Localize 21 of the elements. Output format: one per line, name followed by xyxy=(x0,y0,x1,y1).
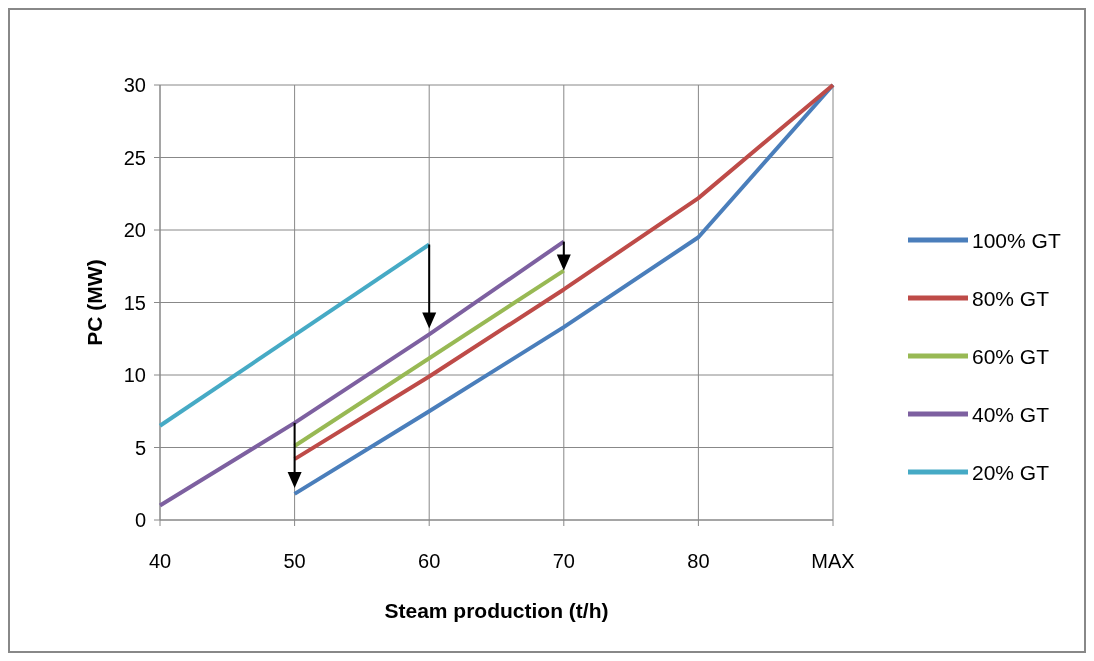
x-tick-label: 60 xyxy=(418,550,441,572)
x-tick-label: 70 xyxy=(552,550,575,572)
y-tick-label: 30 xyxy=(123,74,146,96)
legend-label: 80% GT xyxy=(972,287,1050,310)
y-tick-label: 10 xyxy=(123,364,146,386)
y-tick-label: 25 xyxy=(123,146,146,169)
x-axis-title: Steam production (t/h) xyxy=(384,599,609,622)
x-tick-label: 50 xyxy=(283,550,306,572)
y-tick-label: 20 xyxy=(123,219,146,241)
legend-label: 40% GT xyxy=(972,403,1050,426)
legend-label: 100% GT xyxy=(972,229,1061,252)
y-tick-label: 0 xyxy=(134,509,146,531)
legend-label: 20% GT xyxy=(972,461,1050,484)
x-tick-label: MAX xyxy=(811,550,855,572)
y-tick-label: 15 xyxy=(123,291,146,314)
y-tick-label: 5 xyxy=(134,436,146,459)
y-axis-title: PC (MW) xyxy=(83,259,106,346)
line-series xyxy=(158,239,566,508)
x-tick-label: 40 xyxy=(148,550,172,572)
legend-label: 60% GT xyxy=(972,345,1050,368)
x-tick-label: 80 xyxy=(687,550,710,572)
